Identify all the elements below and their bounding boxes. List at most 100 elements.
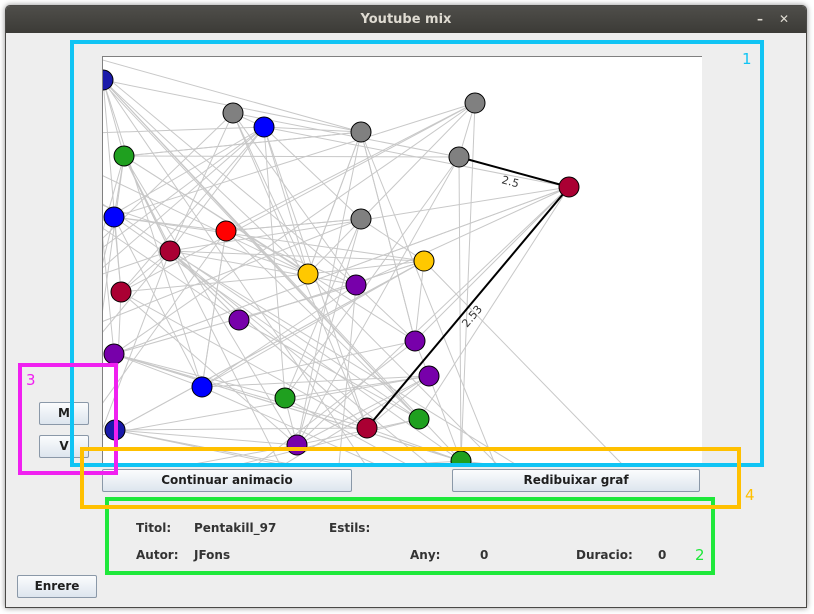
graph-edge bbox=[113, 353, 203, 388]
graph-edge bbox=[169, 126, 265, 252]
graph-node[interactable] bbox=[450, 450, 472, 464]
duracio-value: 0 bbox=[658, 548, 667, 562]
highlighted-edge bbox=[366, 186, 570, 429]
graph-edge bbox=[360, 131, 496, 464]
graph-edge bbox=[103, 250, 171, 429]
graph-edge bbox=[123, 155, 460, 158]
graph-node[interactable] bbox=[103, 69, 114, 91]
graph-edge bbox=[103, 250, 171, 275]
graph-edge bbox=[103, 126, 265, 269]
graph-edge bbox=[169, 250, 240, 321]
graph-edge bbox=[103, 375, 430, 436]
graph-node[interactable] bbox=[356, 417, 378, 439]
graph-node[interactable] bbox=[418, 365, 440, 387]
graph-edge bbox=[366, 375, 430, 429]
graph-edge bbox=[113, 353, 368, 429]
app-window: Youtube mix – ✕ 2.5 2.53 M V Continuar an… bbox=[5, 5, 807, 608]
graph-edge bbox=[123, 155, 171, 252]
v-button[interactable]: V bbox=[39, 435, 89, 458]
minimize-icon[interactable]: – bbox=[757, 12, 763, 26]
graph-edge bbox=[263, 126, 309, 275]
graph-node[interactable] bbox=[228, 309, 250, 331]
any-label: Any: bbox=[410, 548, 441, 562]
graph-edge bbox=[355, 186, 570, 286]
duracio-label: Duracio: bbox=[576, 548, 633, 562]
graph-edge bbox=[307, 102, 476, 275]
graph-node[interactable] bbox=[404, 330, 426, 352]
graph-edge bbox=[284, 156, 460, 399]
graph-node[interactable] bbox=[413, 250, 435, 272]
content-area: 2.5 2.53 M V Continuar animacio Redibuixa… bbox=[6, 33, 806, 607]
graph-node[interactable] bbox=[103, 343, 125, 365]
graph-edge bbox=[307, 273, 498, 464]
graph-edge bbox=[307, 131, 362, 275]
autor-value: JFons bbox=[194, 548, 231, 562]
graph-edge bbox=[284, 375, 430, 464]
redibuixar-graf-button[interactable]: Redibuixar graf bbox=[452, 469, 700, 492]
graph-edge bbox=[103, 79, 309, 275]
graph-edge bbox=[284, 218, 362, 399]
graph-node[interactable] bbox=[464, 92, 486, 114]
graph-node[interactable] bbox=[408, 408, 430, 430]
edge-label: 2.53 bbox=[459, 303, 485, 330]
graph-edge bbox=[225, 230, 357, 286]
graph-node[interactable] bbox=[274, 387, 296, 409]
graph-edge bbox=[307, 260, 425, 275]
graph-edge bbox=[114, 429, 298, 446]
highlighted-edge bbox=[458, 156, 570, 188]
graph-edge bbox=[201, 386, 377, 464]
graph-edge bbox=[169, 250, 368, 429]
graph-node[interactable] bbox=[191, 376, 213, 398]
graph-node[interactable] bbox=[110, 281, 132, 303]
graph-node[interactable] bbox=[103, 206, 125, 228]
graph-edge bbox=[402, 460, 462, 464]
graph-node[interactable] bbox=[215, 220, 237, 242]
enrere-button[interactable]: Enrere bbox=[17, 575, 97, 598]
graph-edge bbox=[120, 126, 265, 293]
titol-label: Titol: bbox=[136, 521, 172, 535]
graph-node[interactable] bbox=[448, 146, 470, 168]
graph-edges bbox=[103, 59, 623, 464]
graph-node[interactable] bbox=[350, 208, 372, 230]
graph-node[interactable] bbox=[222, 102, 244, 124]
graph-node[interactable] bbox=[345, 274, 367, 296]
graph-edge bbox=[123, 155, 281, 464]
graph-edge bbox=[120, 273, 309, 293]
any-value: 0 bbox=[480, 548, 489, 562]
graph-edge bbox=[360, 218, 425, 262]
graph-edge bbox=[114, 260, 425, 431]
graph-edge bbox=[103, 73, 357, 286]
graph-svg: 2.5 2.53 bbox=[103, 59, 623, 464]
graph-edge bbox=[113, 186, 570, 355]
graph-edge bbox=[113, 216, 227, 232]
graph-edge bbox=[113, 216, 122, 293]
graph-edge bbox=[103, 79, 125, 157]
graph-node[interactable] bbox=[350, 121, 372, 143]
graph-edge bbox=[120, 291, 298, 446]
graph-edge bbox=[296, 156, 460, 446]
graph-edge bbox=[460, 460, 492, 464]
autor-label: Autor: bbox=[136, 548, 179, 562]
graph-edge bbox=[284, 375, 430, 399]
graph-edge bbox=[120, 250, 171, 293]
graph-node[interactable] bbox=[558, 176, 580, 198]
graph-node[interactable] bbox=[104, 419, 126, 441]
m-button[interactable]: M bbox=[39, 402, 89, 425]
graph-node[interactable] bbox=[113, 145, 135, 167]
continuar-animacio-button[interactable]: Continuar animacio bbox=[102, 469, 352, 492]
graph-canvas[interactable]: 2.5 2.53 bbox=[102, 56, 702, 464]
graph-node[interactable] bbox=[297, 263, 319, 285]
graph-edge bbox=[296, 186, 570, 446]
graph-edge bbox=[114, 427, 368, 431]
graph-edge bbox=[113, 353, 286, 399]
graph-edge bbox=[169, 250, 357, 286]
close-icon[interactable]: ✕ bbox=[778, 12, 790, 26]
graph-edge bbox=[414, 260, 425, 342]
graph-node[interactable] bbox=[253, 116, 275, 138]
graph-node[interactable] bbox=[159, 240, 181, 262]
graph-edge bbox=[360, 131, 416, 342]
graph-edge bbox=[201, 260, 425, 388]
graph-edge bbox=[169, 112, 234, 252]
graph-node[interactable] bbox=[286, 434, 308, 456]
graph-edge bbox=[296, 131, 362, 446]
